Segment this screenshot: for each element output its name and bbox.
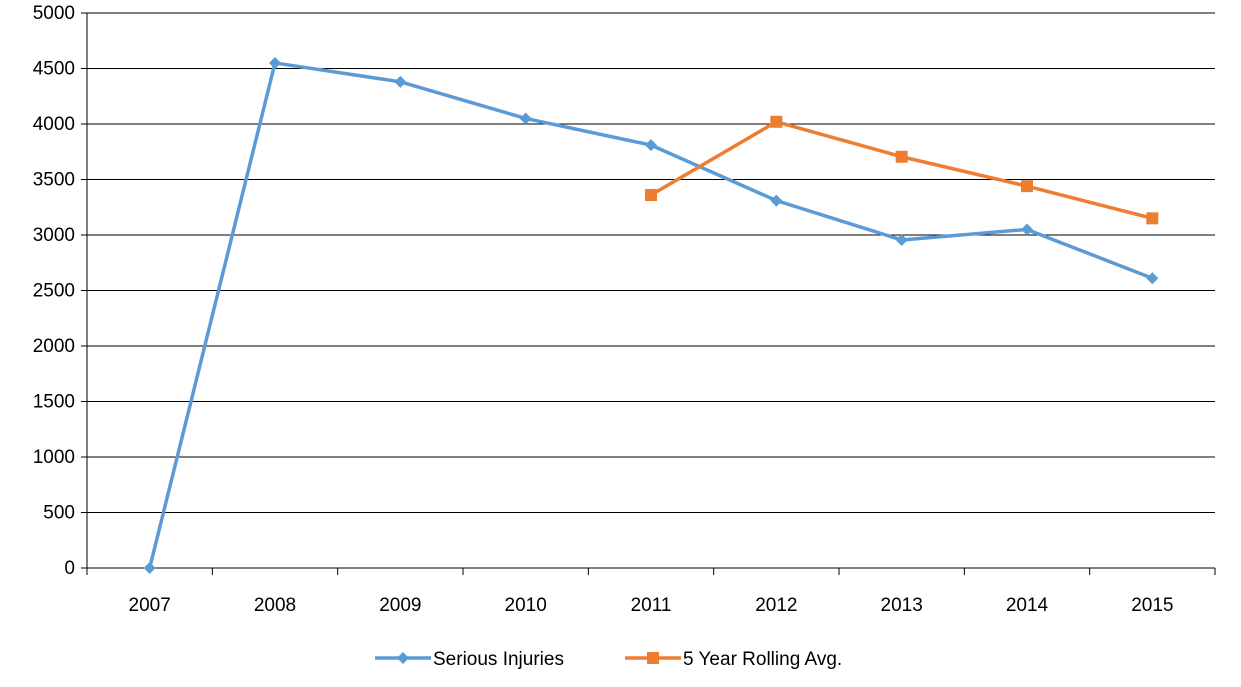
data-point-marker bbox=[770, 115, 783, 128]
y-axis-tick-label: 3500 bbox=[33, 170, 75, 191]
y-axis-tick-label: 3000 bbox=[33, 225, 75, 246]
legend-label: Serious Injuries bbox=[433, 649, 564, 670]
data-point-marker bbox=[770, 194, 783, 207]
data-point-marker bbox=[1146, 272, 1159, 285]
x-axis-tick-label: 2008 bbox=[254, 595, 296, 616]
y-axis-tick-label: 500 bbox=[43, 503, 75, 524]
axes bbox=[81, 12, 1216, 575]
x-axis-tick-label: 2010 bbox=[505, 595, 547, 616]
legend-item: Serious Injuries bbox=[375, 649, 564, 670]
series bbox=[143, 56, 1159, 574]
legend-swatch-marker bbox=[397, 652, 409, 664]
data-point-marker bbox=[519, 112, 532, 125]
data-point-marker bbox=[394, 75, 407, 88]
series-serious-injuries bbox=[143, 56, 1159, 574]
series-rolling-average bbox=[645, 115, 1159, 225]
y-axis-tick-label: 4000 bbox=[33, 114, 75, 135]
x-axis-tick-label: 2012 bbox=[755, 595, 797, 616]
data-point-marker bbox=[1146, 212, 1159, 225]
data-point-marker bbox=[645, 189, 657, 202]
x-axis-tick-label: 2014 bbox=[1006, 595, 1049, 616]
x-axis-tick-label: 2009 bbox=[379, 595, 421, 616]
legend: Serious Injuries 5 Year Rolling Avg. bbox=[375, 649, 842, 670]
data-point-marker bbox=[143, 562, 156, 574]
y-axis-tick-label: 0 bbox=[64, 558, 75, 579]
legend-label: 5 Year Rolling Avg. bbox=[683, 649, 842, 670]
y-axis-tick-label: 1500 bbox=[33, 392, 75, 413]
y-axis-tick-label: 2500 bbox=[33, 281, 75, 302]
x-axis-tick-labels: 2007 2008 2009 2010 2011 2012 2013 2014 2015 bbox=[129, 595, 1174, 616]
data-point-marker bbox=[645, 139, 657, 152]
y-axis-tick-label: 5000 bbox=[33, 3, 75, 24]
data-point-marker bbox=[895, 233, 908, 246]
data-point-marker bbox=[1021, 223, 1033, 236]
series-line bbox=[147, 61, 1153, 569]
legend-swatch-marker bbox=[647, 652, 659, 664]
legend-item: 5 Year Rolling Avg. bbox=[625, 649, 842, 670]
series-line bbox=[650, 120, 1153, 221]
x-axis-tick-label: 2013 bbox=[881, 595, 923, 616]
data-point-marker bbox=[895, 150, 908, 163]
x-axis-tick-label: 2015 bbox=[1131, 595, 1173, 616]
x-axis-tick-label: 2007 bbox=[129, 595, 171, 616]
y-axis-tick-label: 2000 bbox=[33, 336, 75, 357]
data-point-marker bbox=[269, 56, 281, 69]
x-axis-tick-label: 2011 bbox=[631, 595, 672, 616]
y-axis-tick-label: 4500 bbox=[33, 59, 75, 80]
y-axis-tick-label: 1000 bbox=[33, 447, 75, 468]
data-point-marker bbox=[1021, 180, 1033, 193]
gridlines bbox=[87, 12, 1215, 513]
y-axis-tick-labels: 0 500 1000 1500 2000 2500 3000 3500 4000 4500 5000 bbox=[33, 3, 75, 579]
